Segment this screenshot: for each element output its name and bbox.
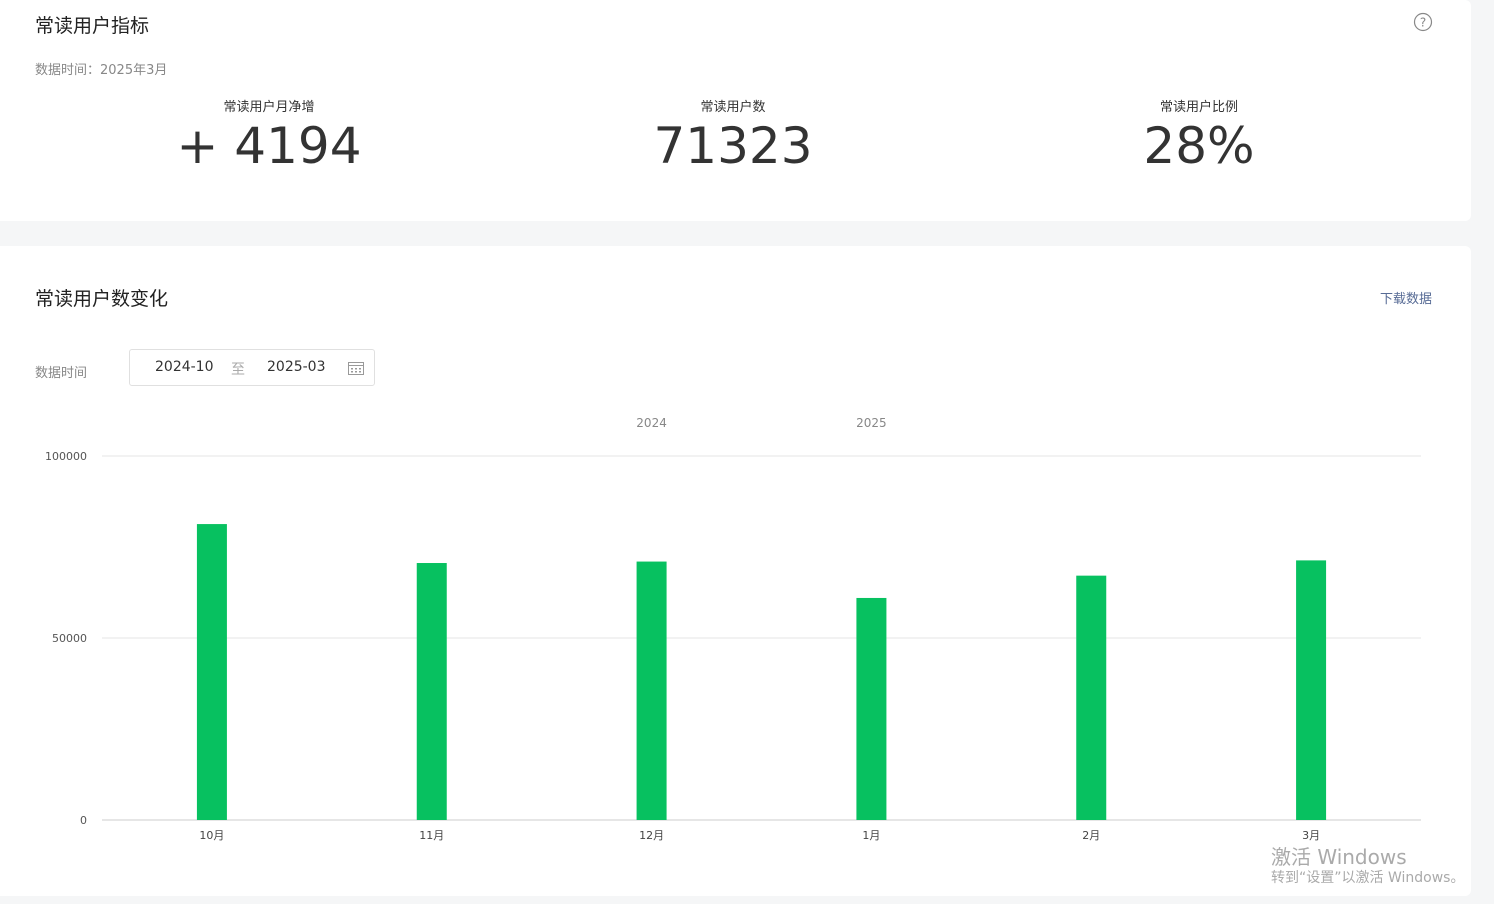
year-label: 2024 <box>636 416 667 430</box>
metric-value: + 4194 <box>176 117 362 175</box>
y-tick-label: 50000 <box>52 632 87 645</box>
metric: 常读用户数 71323 <box>583 96 883 175</box>
trend-card: 常读用户数变化 下载数据 数据时间 2024-10 至 2025-03 <box>0 246 1471 896</box>
card-title: 常读用户指标 <box>35 15 150 37</box>
x-tick-label: 10月 <box>199 829 224 842</box>
watermark: 转到“设置”以激活 Windows。 <box>1271 870 1465 886</box>
watermark: 激活 Windows <box>1271 845 1407 869</box>
y-tick-label: 100000 <box>45 450 87 463</box>
date-label: 数据时间 <box>35 366 88 381</box>
bar <box>196 524 227 820</box>
bar <box>416 563 447 820</box>
date-end: 2025-03 <box>267 359 326 375</box>
date-range-picker[interactable]: 2024-10 至 2025-03 <box>129 349 375 386</box>
x-tick-label: 2月 <box>1082 829 1100 842</box>
bar <box>856 597 887 820</box>
metric: 常读用户比例 28% <box>1049 96 1349 175</box>
metric-value: 28% <box>1143 117 1255 175</box>
bar <box>1076 575 1107 820</box>
metric: 常读用户月净增 + 4194 <box>119 96 419 175</box>
metric-label: 常读用户比例 <box>1159 100 1238 115</box>
metric-label: 常读用户数 <box>700 100 766 115</box>
metric-value: 71323 <box>653 117 813 175</box>
y-tick-label: 0 <box>80 814 87 827</box>
help-icon[interactable]: ? <box>1413 12 1433 32</box>
calendar-icon <box>348 362 364 375</box>
svg-text:?: ? <box>1420 16 1426 30</box>
x-tick-label: 1月 <box>862 829 880 842</box>
download-link[interactable]: 下载数据 <box>1379 292 1432 307</box>
metric-label: 常读用户月净增 <box>223 100 315 115</box>
data-date: 数据时间：2025年3月 <box>35 63 168 78</box>
x-tick-label: 12月 <box>639 829 664 842</box>
bar <box>1296 560 1327 820</box>
x-tick-label: 3月 <box>1302 829 1320 842</box>
date-start: 2024-10 <box>155 359 214 375</box>
year-label: 2025 <box>856 416 887 430</box>
metrics-card: 常读用户指标 数据时间：2025年3月 ? 常读用户月净增 + 4194 常读用户… <box>0 0 1471 221</box>
card-title: 常读用户数变化 <box>35 288 169 310</box>
bar <box>636 561 667 820</box>
date-separator: 至 <box>231 362 245 378</box>
x-tick-label: 11月 <box>419 829 444 842</box>
